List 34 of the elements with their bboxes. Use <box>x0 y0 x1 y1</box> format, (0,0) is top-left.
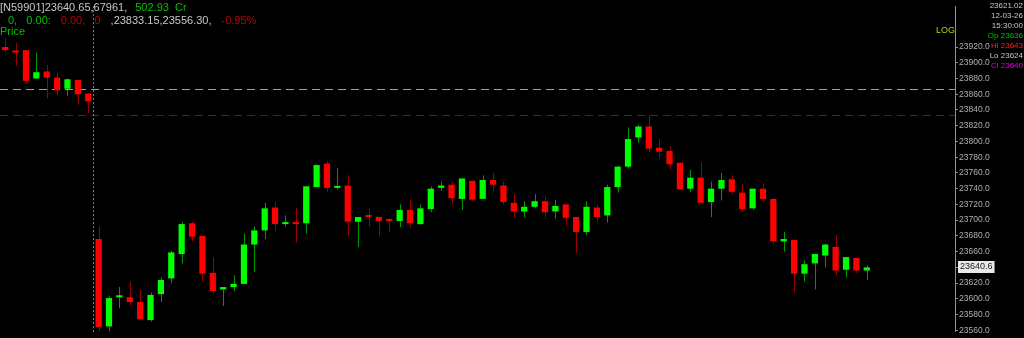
text: Cl 23640 <box>990 61 1023 71</box>
y-tick-label: 23560.0 <box>959 324 990 335</box>
annotation: LOG <box>936 24 956 36</box>
y-tick-label: 23680.0 <box>959 230 990 241</box>
annotation: -0.95% <box>221 14 257 26</box>
text: Hi 23643 <box>990 41 1023 51</box>
annotation: 23640.6 <box>960 261 993 272</box>
annotation: 0.00, 0 <box>60 14 101 26</box>
y-tick-label: 23860.0 <box>959 88 990 99</box>
y-tick-label: 23900.0 <box>959 57 990 68</box>
y-tick-label: 23600.0 <box>959 293 990 304</box>
annotation: 0, 0.00: <box>8 14 51 26</box>
y-tick-label: 23700.0 <box>959 214 990 225</box>
y-tick-label: 23880.0 <box>959 72 990 83</box>
text: 12-03-26 <box>990 11 1023 21</box>
text: Op 23636 <box>987 31 1023 41</box>
y-tick-label: 23800.0 <box>959 135 990 146</box>
y-tick-label: 23920.0 <box>959 41 990 52</box>
y-tick-label: 23740.0 <box>959 183 990 194</box>
text: 23621.02 <box>989 1 1023 11</box>
annotation: [N59901]23640.65,67961, <box>0 1 128 13</box>
annotation: 502.93 Cr <box>135 1 187 13</box>
y-tick-label: 23840.0 <box>959 104 990 115</box>
y-tick-label: 23660.0 <box>959 245 990 256</box>
text: 15:30:00 <box>991 21 1023 31</box>
y-tick-label: 23780.0 <box>959 151 990 162</box>
text: Lo 23624 <box>989 51 1023 60</box>
y-tick-label: 23580.0 <box>959 308 990 319</box>
y-tick-label: 23720.0 <box>959 198 990 209</box>
y-tick-label: 23760.0 <box>959 167 990 178</box>
annotation: ,23833.15,23556.30, <box>110 14 212 26</box>
y-tick-label: 23820.0 <box>959 120 990 131</box>
y-tick-label: 23620.0 <box>959 277 990 288</box>
annotation: Price <box>0 25 26 37</box>
